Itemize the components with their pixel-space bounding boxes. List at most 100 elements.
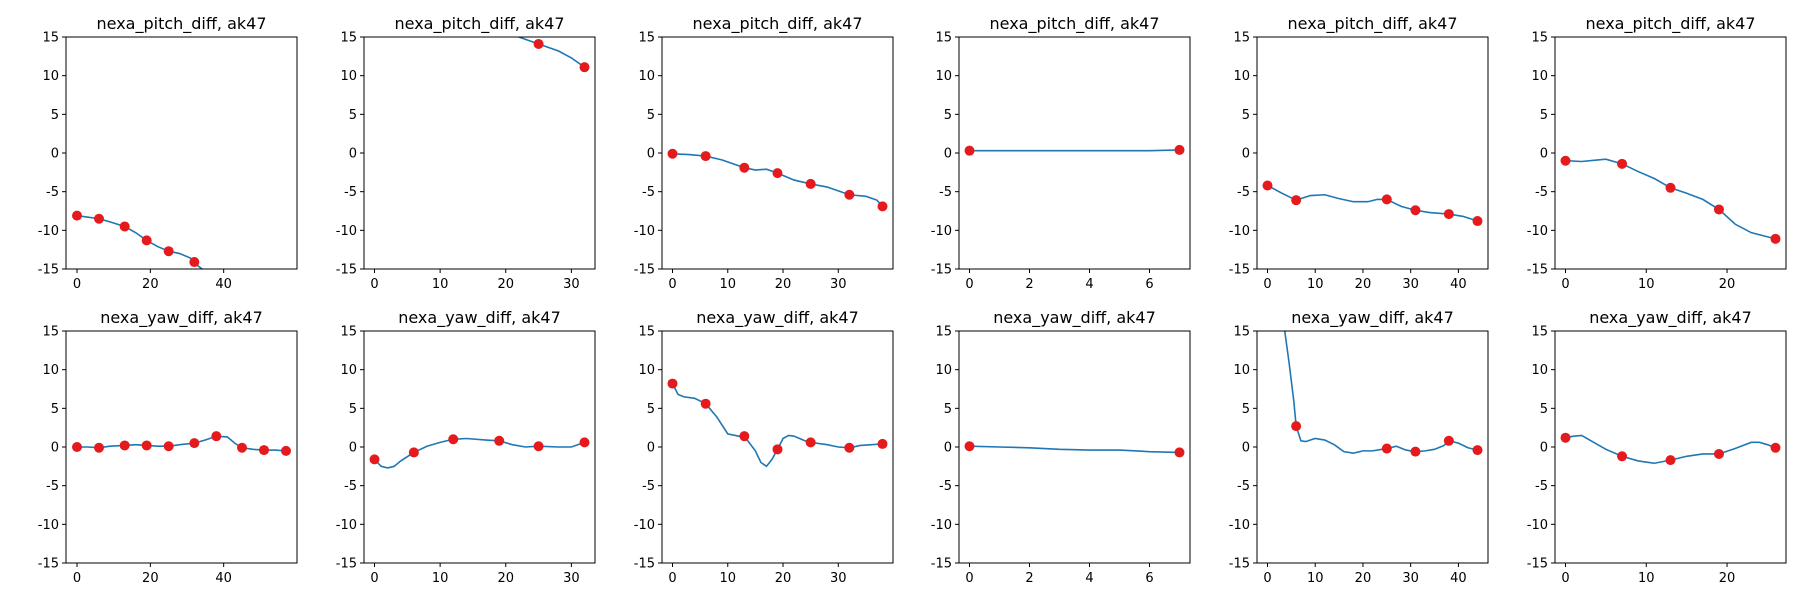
y-tick-label: 5 <box>1540 402 1548 417</box>
y-tick-label: -5 <box>1535 479 1548 494</box>
y-tick-label: 5 <box>349 402 357 417</box>
y-tick-label: 5 <box>51 108 59 123</box>
x-tick-label: 30 <box>830 571 847 586</box>
y-tick-label: 0 <box>349 147 357 162</box>
y-tick-label: -15 <box>1229 263 1250 278</box>
y-tick-label: -10 <box>336 224 357 239</box>
y-tick-label: -10 <box>1229 224 1250 239</box>
y-tick-label: -10 <box>634 518 655 533</box>
y-tick-label: 10 <box>1531 69 1548 84</box>
y-tick-label: 15 <box>638 31 655 46</box>
x-tick-label: 40 <box>1450 571 1467 586</box>
data-point <box>1617 158 1628 169</box>
subplot-title: nexa_pitch_diff, ak47 <box>1287 14 1457 34</box>
subplot-2: nexa_pitch_diff, ak47 -15 -10 -5 0 5 10 15 0 10 20… <box>336 14 596 292</box>
data-point <box>700 151 711 162</box>
x-tick-label: 10 <box>1307 571 1324 586</box>
x-tick-label: 6 <box>1145 277 1153 292</box>
data-point <box>700 398 711 409</box>
y-tick-label: 5 <box>647 402 655 417</box>
x-tick-label: 2 <box>1025 277 1033 292</box>
y-tick-label: -5 <box>1237 479 1250 494</box>
y-tick-label: 5 <box>51 402 59 417</box>
x-tick-label: 30 <box>563 277 580 292</box>
x-tick-label: 0 <box>1561 571 1569 586</box>
series-line <box>77 435 287 452</box>
data-point <box>72 442 82 452</box>
y-tick-label: 0 <box>1540 441 1548 456</box>
data-point <box>1617 451 1628 462</box>
data-point <box>1472 216 1483 227</box>
data-point <box>805 437 816 448</box>
y-tick-label: -10 <box>38 518 59 533</box>
x-tick-label: 20 <box>1719 277 1736 292</box>
data-point <box>237 442 247 453</box>
data-point <box>772 444 783 455</box>
y-tick-label: -5 <box>1535 185 1548 200</box>
y-tick-label: 15 <box>1531 31 1548 46</box>
y-tick-label: 10 <box>935 69 952 84</box>
y-tick-label: -15 <box>1527 557 1548 572</box>
data-point <box>448 434 459 445</box>
x-tick-label: 6 <box>1145 571 1153 586</box>
y-tick-label: -10 <box>634 224 655 239</box>
series-line <box>516 37 585 68</box>
data-point <box>1472 445 1483 456</box>
subplot-8: nexa_yaw_diff, ak47 -15 -10 -5 0 5 10 15 0 10 20 30 <box>336 308 596 586</box>
data-point <box>94 213 104 224</box>
data-point <box>772 168 783 179</box>
y-tick-label: 0 <box>1242 441 1250 456</box>
y-tick-label: -5 <box>344 185 357 200</box>
data-point <box>1560 155 1571 166</box>
x-tick-label: 0 <box>1263 277 1271 292</box>
data-point <box>964 145 975 156</box>
data-point <box>579 437 590 448</box>
series-line <box>1267 184 1478 222</box>
x-tick-label: 0 <box>73 277 81 292</box>
subplot-title: nexa_pitch_diff, ak47 <box>1585 14 1755 34</box>
y-tick-label: -15 <box>1527 263 1548 278</box>
data-point <box>739 431 750 442</box>
y-tick-label: 15 <box>1233 31 1250 46</box>
y-tick-label: 0 <box>1540 147 1548 162</box>
subplot-title: nexa_yaw_diff, ak47 <box>696 308 859 328</box>
x-tick-label: 20 <box>142 571 159 586</box>
x-tick-label: 20 <box>1355 277 1372 292</box>
subplot-6: nexa_pitch_diff, ak47 -15 -10 -5 0 5 10 15 0 10 20 <box>1527 14 1787 292</box>
data-point <box>119 440 130 451</box>
subplot-title: nexa_pitch_diff, ak47 <box>989 14 1159 34</box>
x-tick-label: 20 <box>497 571 514 586</box>
y-tick-label: -10 <box>1527 224 1548 239</box>
x-tick-label: 0 <box>1561 277 1569 292</box>
x-tick-label: 0 <box>965 571 973 586</box>
x-tick-label: 20 <box>1719 571 1736 586</box>
series-line <box>969 149 1180 152</box>
x-tick-label: 40 <box>215 571 232 586</box>
y-tick-label: 5 <box>944 108 952 123</box>
y-tick-label: 0 <box>349 441 357 456</box>
y-tick-label: 15 <box>42 325 59 340</box>
subplot-title: nexa_yaw_diff, ak47 <box>1589 308 1752 328</box>
x-tick-label: 30 <box>1402 277 1419 292</box>
subplot-7: nexa_yaw_diff, ak47 -15 -10 -5 0 5 10 15 0 20 40 <box>38 308 298 586</box>
y-tick-label: 0 <box>647 441 655 456</box>
x-tick-label: 0 <box>668 571 676 586</box>
data-point <box>141 440 152 451</box>
y-tick-label: -5 <box>642 479 655 494</box>
series-line <box>373 437 585 469</box>
y-tick-label: 10 <box>340 363 357 378</box>
y-tick-label: -10 <box>336 518 357 533</box>
y-tick-label: -15 <box>634 557 655 572</box>
y-tick-label: 0 <box>51 441 59 456</box>
data-point <box>1410 205 1421 216</box>
y-tick-label: 10 <box>638 363 655 378</box>
y-tick-label: 5 <box>1242 108 1250 123</box>
y-tick-label: 5 <box>944 402 952 417</box>
y-tick-label: 15 <box>340 31 357 46</box>
x-tick-label: 30 <box>563 571 580 586</box>
y-tick-label: 15 <box>1233 325 1250 340</box>
data-point <box>877 201 888 212</box>
x-tick-label: 20 <box>142 277 159 292</box>
x-tick-label: 20 <box>775 571 792 586</box>
